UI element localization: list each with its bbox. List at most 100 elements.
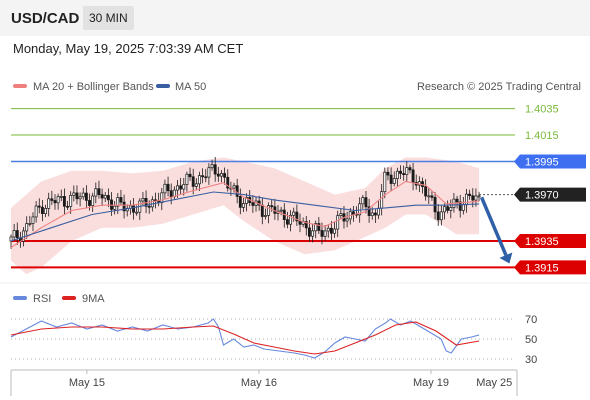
- level-tag-1.3915: [514, 260, 586, 275]
- candle-body: [295, 211, 299, 222]
- candle-body: [373, 212, 377, 216]
- candle-body: [78, 196, 82, 200]
- level-tag-1.3935: [514, 233, 586, 248]
- candle-body: [392, 178, 396, 184]
- ma20-legend-swatch: [13, 84, 27, 88]
- candle-body: [361, 197, 365, 205]
- candle-body: [179, 185, 183, 190]
- candle-body: [69, 194, 73, 207]
- ma50-legend-label: MA 50: [175, 81, 206, 93]
- ma20-line: [10, 180, 480, 249]
- candle-body: [323, 230, 327, 237]
- candle-body: [320, 230, 324, 237]
- candle-body: [132, 205, 135, 213]
- x-axis-ticks: May 15 May 16 May 19 May 25: [69, 370, 512, 389]
- candle-body: [84, 192, 88, 201]
- candle-body: [329, 227, 333, 234]
- candle-body: [292, 211, 296, 216]
- x-tick-label: May 19: [413, 377, 449, 389]
- candle-body: [75, 192, 79, 200]
- candle-body: [351, 211, 355, 215]
- candle-body: [232, 185, 236, 189]
- candle-body: [91, 195, 95, 206]
- candle-body: [285, 219, 289, 225]
- candle-body: [380, 191, 384, 209]
- level-label-1.3970: 1.3970: [525, 190, 559, 202]
- candle-body: [34, 205, 38, 218]
- candle-body: [66, 205, 69, 208]
- candle-body: [28, 223, 32, 225]
- candle-body: [182, 184, 186, 190]
- candle-body: [113, 205, 117, 210]
- candle-body: [443, 206, 446, 213]
- candle-body: [411, 169, 415, 183]
- rsi-line: [10, 318, 480, 359]
- x-tick-label: May 16: [241, 377, 277, 389]
- candle-body: [358, 203, 362, 216]
- candle-body: [436, 211, 440, 221]
- chart-header: USD/CAD 30 MIN: [0, 0, 590, 36]
- candle-body: [88, 200, 91, 206]
- candle-body: [141, 198, 145, 202]
- candle-body: [314, 223, 318, 232]
- bollinger-band: [11, 157, 480, 275]
- candle-body: [100, 194, 104, 199]
- candle-body: [135, 211, 139, 214]
- candle-body: [147, 205, 151, 208]
- level-tag-1.3995: [514, 154, 586, 169]
- rsi-legend-label: RSI: [33, 293, 51, 305]
- candle-body: [169, 190, 173, 197]
- candle-body: [110, 199, 113, 210]
- candle-body: [389, 174, 393, 184]
- candle-body: [210, 164, 214, 169]
- candle-body: [427, 195, 431, 198]
- rsi-plot: 70 50 30: [10, 314, 537, 366]
- candle-body: [317, 223, 321, 231]
- candle-body: [270, 205, 274, 208]
- candle-body: [468, 193, 472, 197]
- candle-body: [449, 207, 453, 211]
- candle-body: [94, 188, 98, 197]
- candle-body: [307, 227, 311, 237]
- candle-body: [176, 185, 179, 191]
- candle-body: [37, 205, 41, 208]
- candle-body: [326, 227, 330, 232]
- candle-body: [97, 188, 101, 195]
- candle-body: [122, 201, 126, 212]
- candle-body: [446, 206, 450, 211]
- candle-body: [198, 175, 201, 185]
- candle-body: [81, 192, 85, 198]
- candle-body: [377, 207, 380, 216]
- candle-body: [336, 215, 340, 230]
- candle-body: [345, 218, 349, 222]
- candle-body: [471, 195, 475, 201]
- candle-body: [465, 193, 468, 206]
- candle-body: [245, 197, 249, 204]
- candle-body: [216, 173, 220, 177]
- candle-body: [235, 185, 239, 197]
- candle-body: [267, 205, 271, 216]
- candle-body: [191, 176, 195, 187]
- candle-body: [160, 192, 164, 204]
- candle-body: [424, 186, 428, 197]
- candle-body: [339, 213, 343, 216]
- candle-body: [370, 212, 374, 216]
- candle-body: [53, 200, 57, 204]
- timeframe-button[interactable]: 30 MIN: [83, 6, 134, 30]
- candle-body: [103, 195, 107, 199]
- candle-body: [56, 196, 60, 204]
- candle-body: [474, 195, 478, 201]
- candle-body: [408, 167, 412, 171]
- candle-body: [333, 228, 336, 234]
- x-tick-label: May 15: [69, 377, 105, 389]
- ma20-legend-label: MA 20 + Bollinger Bands: [33, 81, 154, 93]
- candle-body: [399, 170, 402, 174]
- rsi-legend-swatch: [13, 296, 27, 300]
- forecast-arrow-shaft: [479, 196, 508, 256]
- level-tag-1.3970: [514, 187, 586, 202]
- rsi-tick-50: 50: [525, 334, 537, 346]
- candle-body: [304, 221, 308, 229]
- level-label-1.3915: 1.3915: [525, 262, 559, 274]
- candle-body: [226, 176, 230, 189]
- timestamp: Monday, May 19, 2025 7:03:39 AM CET: [13, 41, 244, 56]
